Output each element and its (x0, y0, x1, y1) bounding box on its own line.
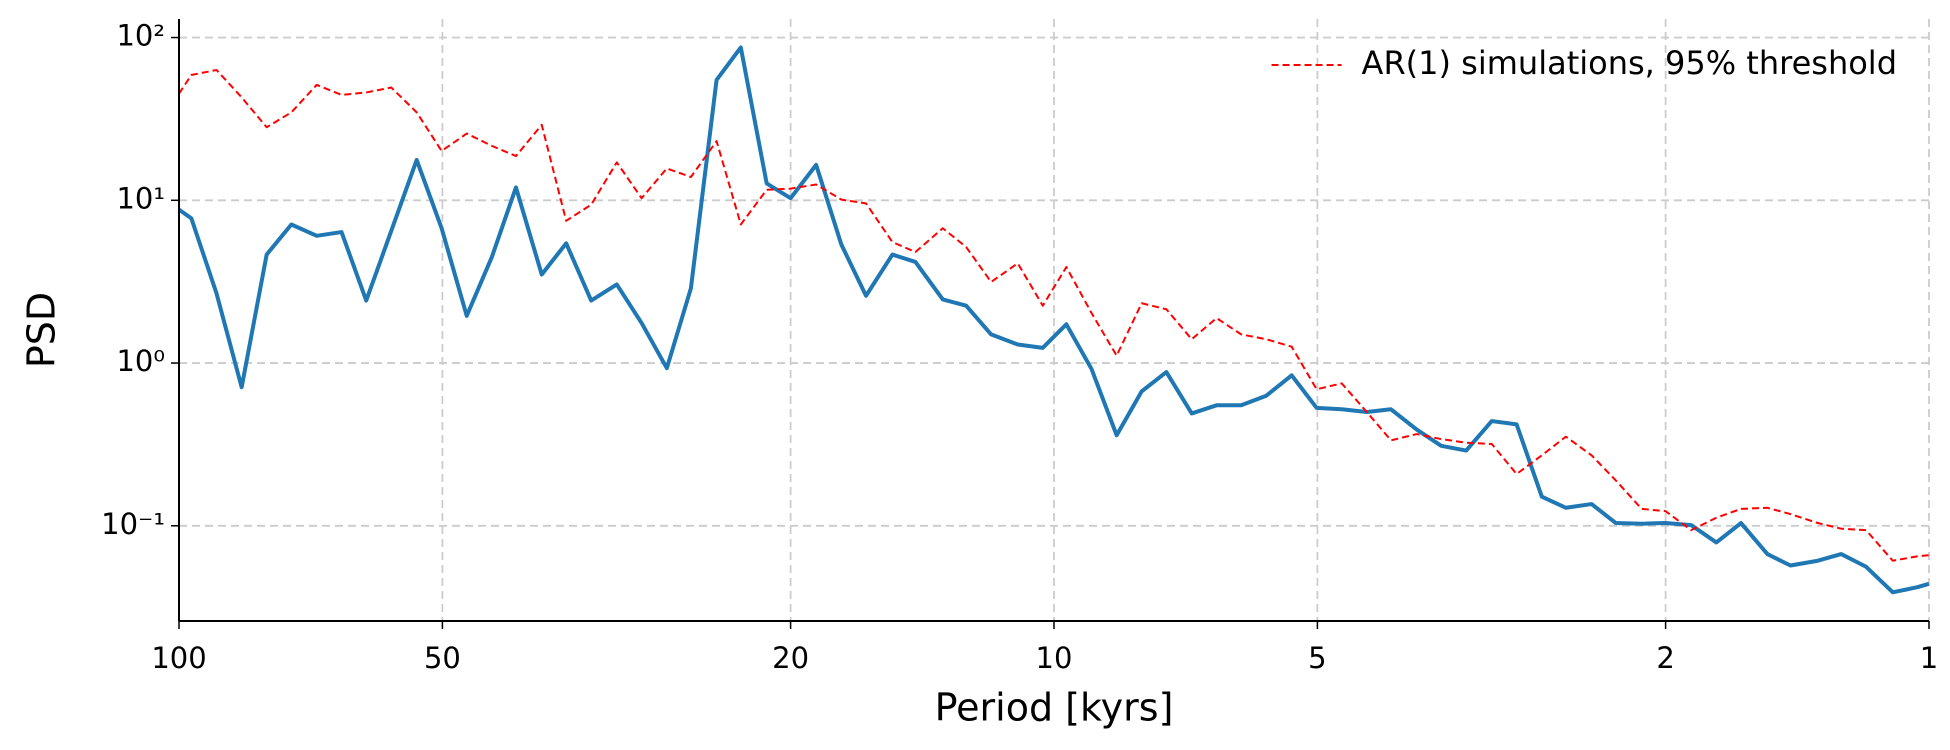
y-tick-label: 10⁻¹ (101, 507, 165, 541)
y-tick-label: 10¹ (116, 181, 165, 215)
y-tick-label: 10⁰ (116, 344, 165, 378)
x-axis-label: Period [kyrs] (935, 686, 1174, 730)
series-line (179, 45, 1929, 595)
legend-label: AR(1) simulations, 95% threshold (1362, 44, 1897, 82)
x-tick-label: 10 (1036, 641, 1073, 675)
x-tick-label: 20 (772, 641, 809, 675)
series-group (179, 45, 1929, 595)
x-tick-label: 2 (1656, 641, 1674, 675)
y-axis-label: PSD (20, 292, 64, 368)
x-tick-label: 1 (1920, 641, 1938, 675)
y-tick-label: 10² (116, 19, 165, 53)
x-tick-label: 100 (151, 641, 206, 675)
series-line (179, 68, 1929, 562)
x-tick-label: 5 (1308, 641, 1326, 675)
series-group (179, 68, 1929, 562)
x-tick-label: 50 (424, 641, 461, 675)
